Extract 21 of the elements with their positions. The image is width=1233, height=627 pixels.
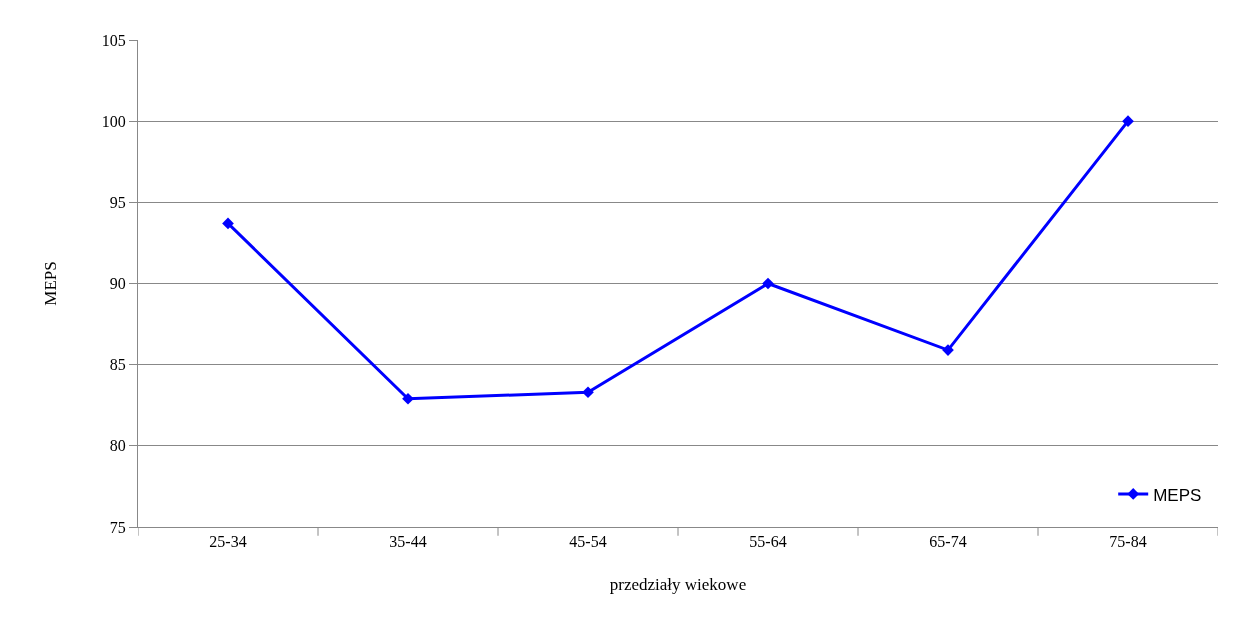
y-tick-label: 85 (109, 356, 126, 374)
point (582, 386, 594, 399)
y-tick-label: 100 (101, 112, 126, 130)
x-tick-label: 25-34 (209, 533, 247, 551)
point (402, 392, 414, 405)
point (222, 217, 234, 230)
x-tick-label: 35-44 (389, 533, 427, 551)
x-axis-title: przedziały wiekowe (609, 574, 747, 594)
x-tick-label: 55-64 (749, 533, 787, 551)
y-tick-label: 75 (109, 518, 126, 536)
y-tick-label: 90 (109, 275, 126, 293)
y-tick-label: 105 (101, 31, 126, 49)
y-tick-label: 95 (109, 193, 126, 211)
y-axis-title: MEPS (41, 261, 61, 306)
x-tick-label: 45-54 (569, 533, 607, 551)
legend-label: MEPS (1153, 485, 1202, 505)
point (762, 277, 774, 290)
x-tick-label: 65-74 (929, 533, 967, 551)
y-tick-label: 80 (109, 437, 126, 455)
x-tick-label: 75-84 (1109, 533, 1147, 551)
point (1122, 115, 1134, 128)
